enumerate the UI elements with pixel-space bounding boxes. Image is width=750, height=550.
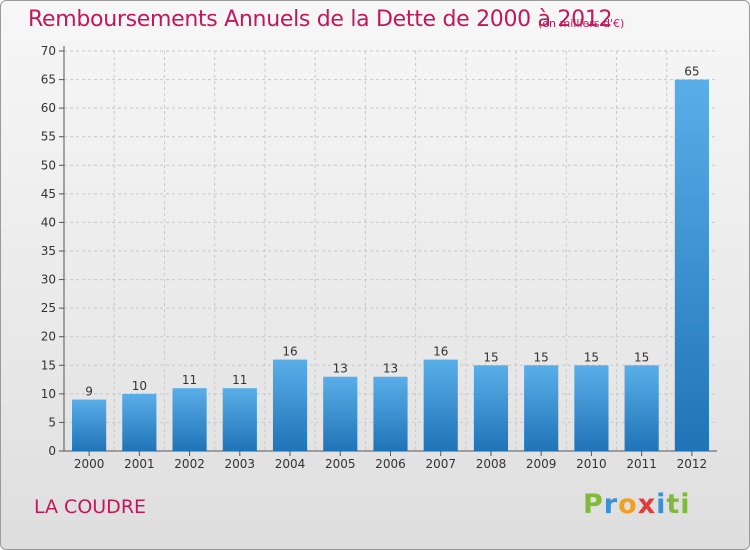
x-tick-label: 2000 [74,457,105,471]
x-tick-label: 2001 [124,457,155,471]
bar [674,79,709,452]
bar-value-label: 65 [684,65,699,79]
bar-value-label: 11 [182,373,197,387]
y-tick-label: 30 [41,273,56,287]
chart-title: Remboursements Annuels de la Dette de 20… [28,7,613,32]
y-tick-label: 55 [41,130,56,144]
x-tick-label: 2007 [425,457,456,471]
y-tick-label: 60 [41,101,56,115]
bar-value-label: 16 [282,345,297,359]
bar-value-label: 10 [132,379,147,393]
x-tick-label: 2012 [677,457,708,471]
x-tick-label: 2003 [225,457,256,471]
x-tick-label: 2010 [576,457,607,471]
x-tick-label: 2008 [476,457,507,471]
bar-value-label: 13 [383,362,398,376]
bar [624,365,659,451]
chart-subtitle: (en milliers d'€) [538,17,625,30]
bar [473,365,509,451]
x-tick-label: 2004 [275,457,306,471]
x-tick-label: 2011 [626,457,657,471]
bar-value-label: 9 [85,385,93,399]
bar-value-label: 15 [634,350,649,364]
bar [323,376,358,451]
y-tick-label: 15 [41,358,56,372]
y-tick-label: 35 [41,244,56,258]
x-tick-label: 2009 [526,457,557,471]
bar-value-label: 11 [232,373,247,387]
y-tick-label: 45 [41,187,56,201]
y-tick-label: 65 [41,73,56,87]
bar [373,376,408,451]
bar [122,393,157,451]
y-tick-label: 0 [48,444,56,458]
bar [72,399,107,451]
x-tick-label: 2002 [174,457,205,471]
y-tick-label: 5 [48,415,56,429]
y-tick-label: 10 [41,387,56,401]
bar-value-label: 13 [333,362,348,376]
y-tick-label: 20 [41,330,56,344]
bar [222,388,257,451]
bar-value-label: 16 [433,345,448,359]
bar [272,359,308,451]
bar-value-label: 15 [483,350,498,364]
y-tick-label: 70 [41,44,56,58]
x-tick-label: 2006 [375,457,406,471]
bar [574,365,609,451]
commune-name: LA COUDRE [34,496,147,518]
x-tick-label: 2005 [325,457,356,471]
bar-value-label: 15 [584,350,599,364]
bar-value-label: 15 [534,350,549,364]
y-tick-label: 40 [41,215,56,229]
bar [423,359,458,451]
y-tick-label: 25 [41,301,56,315]
proxiti-logo: Proxiti [583,489,691,520]
bar [172,388,207,451]
bar [524,365,559,451]
y-tick-label: 50 [41,158,56,172]
